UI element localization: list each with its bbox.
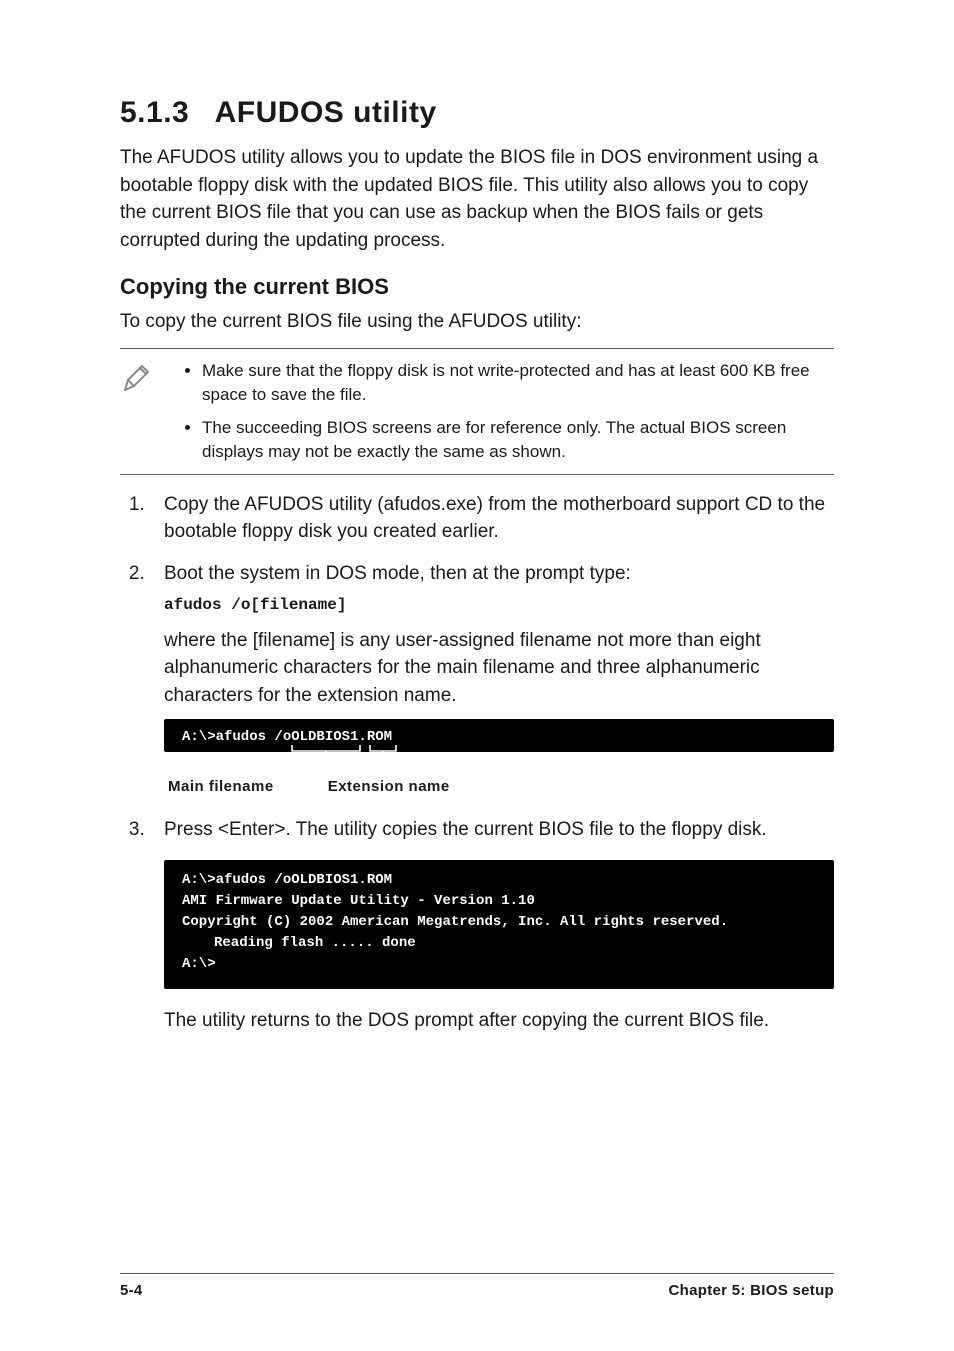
note-item: The succeeding BIOS screens are for refe… <box>202 416 834 464</box>
step-follow-text: where the [filename] is any user-assigne… <box>164 627 834 710</box>
terminal-line: Copyright (C) 2002 American Megatrends, … <box>182 912 816 933</box>
terminal-line: AMI Firmware Update Utility - Version 1.… <box>182 891 816 912</box>
step-2: Boot the system in DOS mode, then at the… <box>150 560 834 798</box>
section-number: 5.1.3 <box>120 96 189 129</box>
step-3: Press <Enter>. The utility copies the cu… <box>150 816 834 1034</box>
section-title-text: AFUDOS utility <box>215 96 437 129</box>
pencil-note-icon <box>120 359 174 464</box>
terminal-line: Reading flash ..... done <box>182 933 816 954</box>
terminal-line: A:\> <box>182 954 816 975</box>
subsection-lead: To copy the current BIOS file using the … <box>120 308 834 336</box>
footer-page-number: 5-4 <box>120 1282 143 1299</box>
note-item: Make sure that the floppy disk is not wr… <box>202 359 834 407</box>
annotation-labels: Main filename Extension name <box>164 776 834 798</box>
page-footer: 5-4 Chapter 5: BIOS setup <box>120 1273 834 1299</box>
page: 5.1.3 AFUDOS utility The AFUDOS utility … <box>0 0 954 1351</box>
terminal-box: A:\>afudos /oOLDBIOS1.ROM <box>164 719 834 752</box>
steps-list: Copy the AFUDOS utility (afudos.exe) fro… <box>120 491 834 1034</box>
step-text: Boot the system in DOS mode, then at the… <box>164 563 631 584</box>
step-text: Copy the AFUDOS utility (afudos.exe) fro… <box>164 494 825 543</box>
note-block: Make sure that the floppy disk is not wr… <box>120 348 834 475</box>
terminal-box: A:\>afudos /oOLDBIOS1.ROM AMI Firmware U… <box>164 860 834 989</box>
note-list: Make sure that the floppy disk is not wr… <box>174 359 834 464</box>
section-intro: The AFUDOS utility allows you to update … <box>120 144 834 254</box>
command-text: afudos /o[filename] <box>164 594 834 617</box>
terminal-line: A:\>afudos /oOLDBIOS1.ROM <box>182 727 816 748</box>
annotation-main-filename: Main filename <box>168 776 274 798</box>
step-follow-text: The utility returns to the DOS prompt af… <box>164 1007 834 1035</box>
terminal-line: A:\>afudos /oOLDBIOS1.ROM <box>182 870 816 891</box>
step-text: Press <Enter>. The utility copies the cu… <box>164 819 767 840</box>
terminal-annotated: A:\>afudos /oOLDBIOS1.ROM Main filename … <box>164 719 834 798</box>
footer-chapter: Chapter 5: BIOS setup <box>669 1282 835 1299</box>
section-heading: 5.1.3 AFUDOS utility <box>120 96 834 130</box>
annotation-extension-name: Extension name <box>328 776 450 798</box>
subsection-heading: Copying the current BIOS <box>120 274 834 300</box>
step-1: Copy the AFUDOS utility (afudos.exe) fro… <box>150 491 834 546</box>
